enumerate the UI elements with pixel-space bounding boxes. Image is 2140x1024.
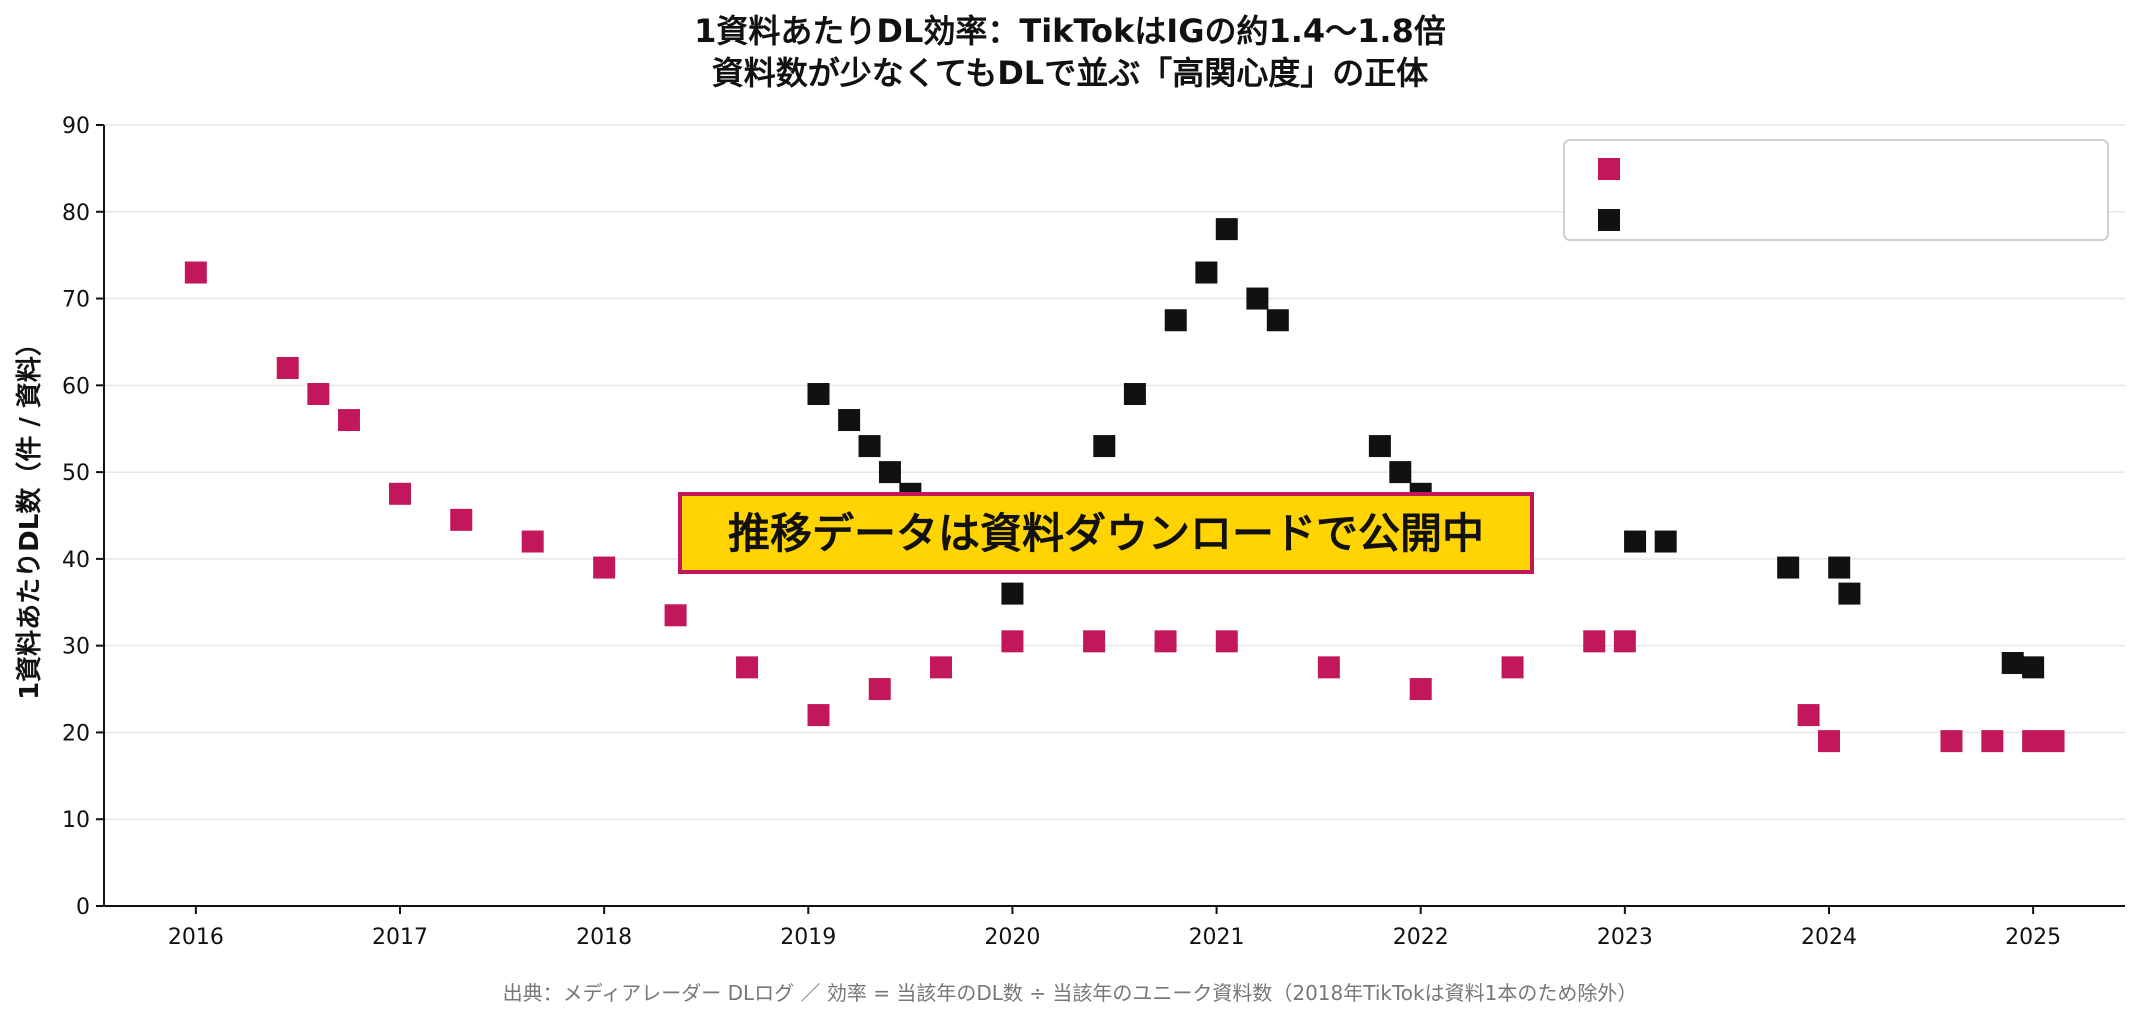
data-point [389,482,412,505]
data-point [1246,287,1269,310]
y-axis-ticks: 0 10 20 30 40 50 60 70 80 90 [62,114,104,920]
data-point [1583,630,1606,653]
data-point [1001,630,1024,653]
legend-marker-series-2 [1598,209,1620,231]
x-tick-label: 2023 [1597,925,1653,950]
series-1 [184,261,2065,753]
y-axis-label: 1資料あたりDL数（件 / 資料） [15,330,45,700]
data-point [1797,704,1820,727]
data-point [736,656,759,679]
data-point [1389,461,1412,484]
series-2 [807,218,2045,679]
download-banner[interactable]: 推移データは資料ダウンロードで公開中 [678,492,1534,574]
y-tick-label: 30 [62,635,90,660]
chart-title: 1資料あたりDL効率：TikTokはIGの約1.4〜1.8倍 [694,12,1446,50]
data-point [1215,218,1238,241]
y-tick-label: 50 [62,461,90,486]
data-point [664,604,687,627]
data-point [184,261,207,284]
y-tick-label: 70 [62,288,90,313]
data-point [1164,309,1187,332]
data-point [1777,556,1800,579]
data-point [1981,730,2004,753]
data-point [1940,730,1963,753]
data-point [1123,383,1146,406]
legend [1563,139,2109,241]
x-tick-label: 2018 [576,925,632,950]
legend-box [1563,139,2109,241]
x-tick-label: 2020 [984,925,1040,950]
y-tick-label: 80 [62,201,90,226]
data-point [1624,530,1647,553]
data-point [521,530,544,553]
x-tick-label: 2024 [1801,925,1857,950]
data-point [1817,730,1840,753]
series-layer [184,218,2065,753]
data-point [1195,261,1218,284]
data-point [1266,309,1289,332]
data-point [1368,435,1391,458]
data-point [1317,656,1340,679]
data-point [337,409,360,432]
source-note: 出典：メディアレーダー DLログ ／ 効率 = 当該年のDL数 ÷ 当該年のユニ… [503,981,1638,1005]
data-point [2042,730,2065,753]
data-point [2001,652,2024,675]
data-point [1083,630,1106,653]
data-point [1828,556,1851,579]
y-tick-label: 20 [62,721,90,746]
data-point [1501,656,1524,679]
data-point [1215,630,1238,653]
data-point [929,656,952,679]
legend-marker-series-1 [1598,158,1620,180]
x-axis-ticks: 2016 2017 2018 2019 2020 2021 2022 2023 2024 2025 [168,906,2061,950]
chart-subtitle: 資料数が少なくてもDLで並ぶ「高関心度」の正体 [712,54,1428,92]
data-point [1001,582,1024,605]
data-point [593,556,616,579]
data-point [868,678,891,701]
data-point [450,508,473,531]
data-point [1613,630,1636,653]
data-point [858,435,881,458]
x-tick-label: 2019 [780,925,836,950]
y-tick-label: 10 [62,808,90,833]
data-point [2022,730,2045,753]
data-point [1409,678,1432,701]
y-tick-label: 40 [62,548,90,573]
y-tick-label: 90 [62,114,90,139]
data-point [878,461,901,484]
x-tick-label: 2022 [1393,925,1449,950]
y-tick-label: 60 [62,374,90,399]
gridlines [104,124,2125,820]
data-point [1154,630,1177,653]
x-tick-label: 2017 [372,925,428,950]
data-point [307,383,330,406]
download-banner-text[interactable]: 推移データは資料ダウンロードで公開中 [728,509,1484,558]
download-banner-box[interactable] [678,492,1534,574]
y-tick-label: 0 [76,895,90,920]
data-point [807,383,830,406]
x-tick-label: 2025 [2005,925,2061,950]
data-point [276,356,299,379]
x-tick-label: 2021 [1189,925,1245,950]
data-point [2022,656,2045,679]
data-point [807,704,830,727]
x-tick-label: 2016 [168,925,224,950]
data-point [838,409,861,432]
data-point [1093,435,1116,458]
data-point [1838,582,1861,605]
data-point [1654,530,1677,553]
